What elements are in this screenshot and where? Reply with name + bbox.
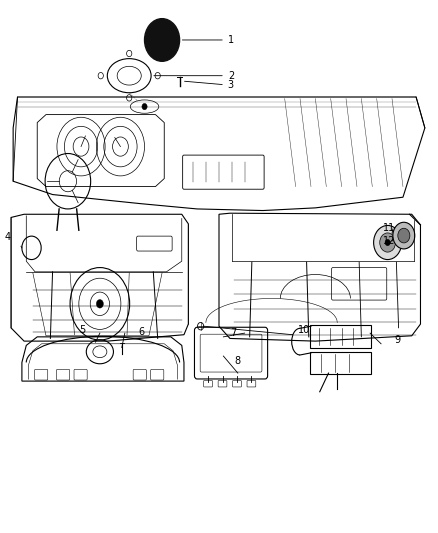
Circle shape	[398, 228, 410, 243]
Circle shape	[374, 225, 402, 260]
Text: 11: 11	[383, 223, 396, 233]
Text: 12: 12	[383, 236, 396, 246]
Text: 3: 3	[184, 80, 234, 90]
Circle shape	[96, 300, 103, 308]
Circle shape	[380, 233, 396, 252]
Text: 5: 5	[79, 326, 85, 335]
Text: 7: 7	[230, 328, 236, 338]
Text: 8: 8	[234, 357, 240, 366]
Circle shape	[385, 239, 390, 246]
Text: 1: 1	[182, 35, 234, 45]
Text: 9: 9	[394, 335, 400, 345]
Text: 2: 2	[154, 71, 234, 80]
Text: 6: 6	[138, 327, 144, 336]
Circle shape	[142, 103, 147, 110]
Circle shape	[145, 19, 180, 61]
Circle shape	[393, 222, 415, 249]
Text: 4: 4	[4, 232, 11, 242]
Text: 10: 10	[298, 326, 310, 335]
